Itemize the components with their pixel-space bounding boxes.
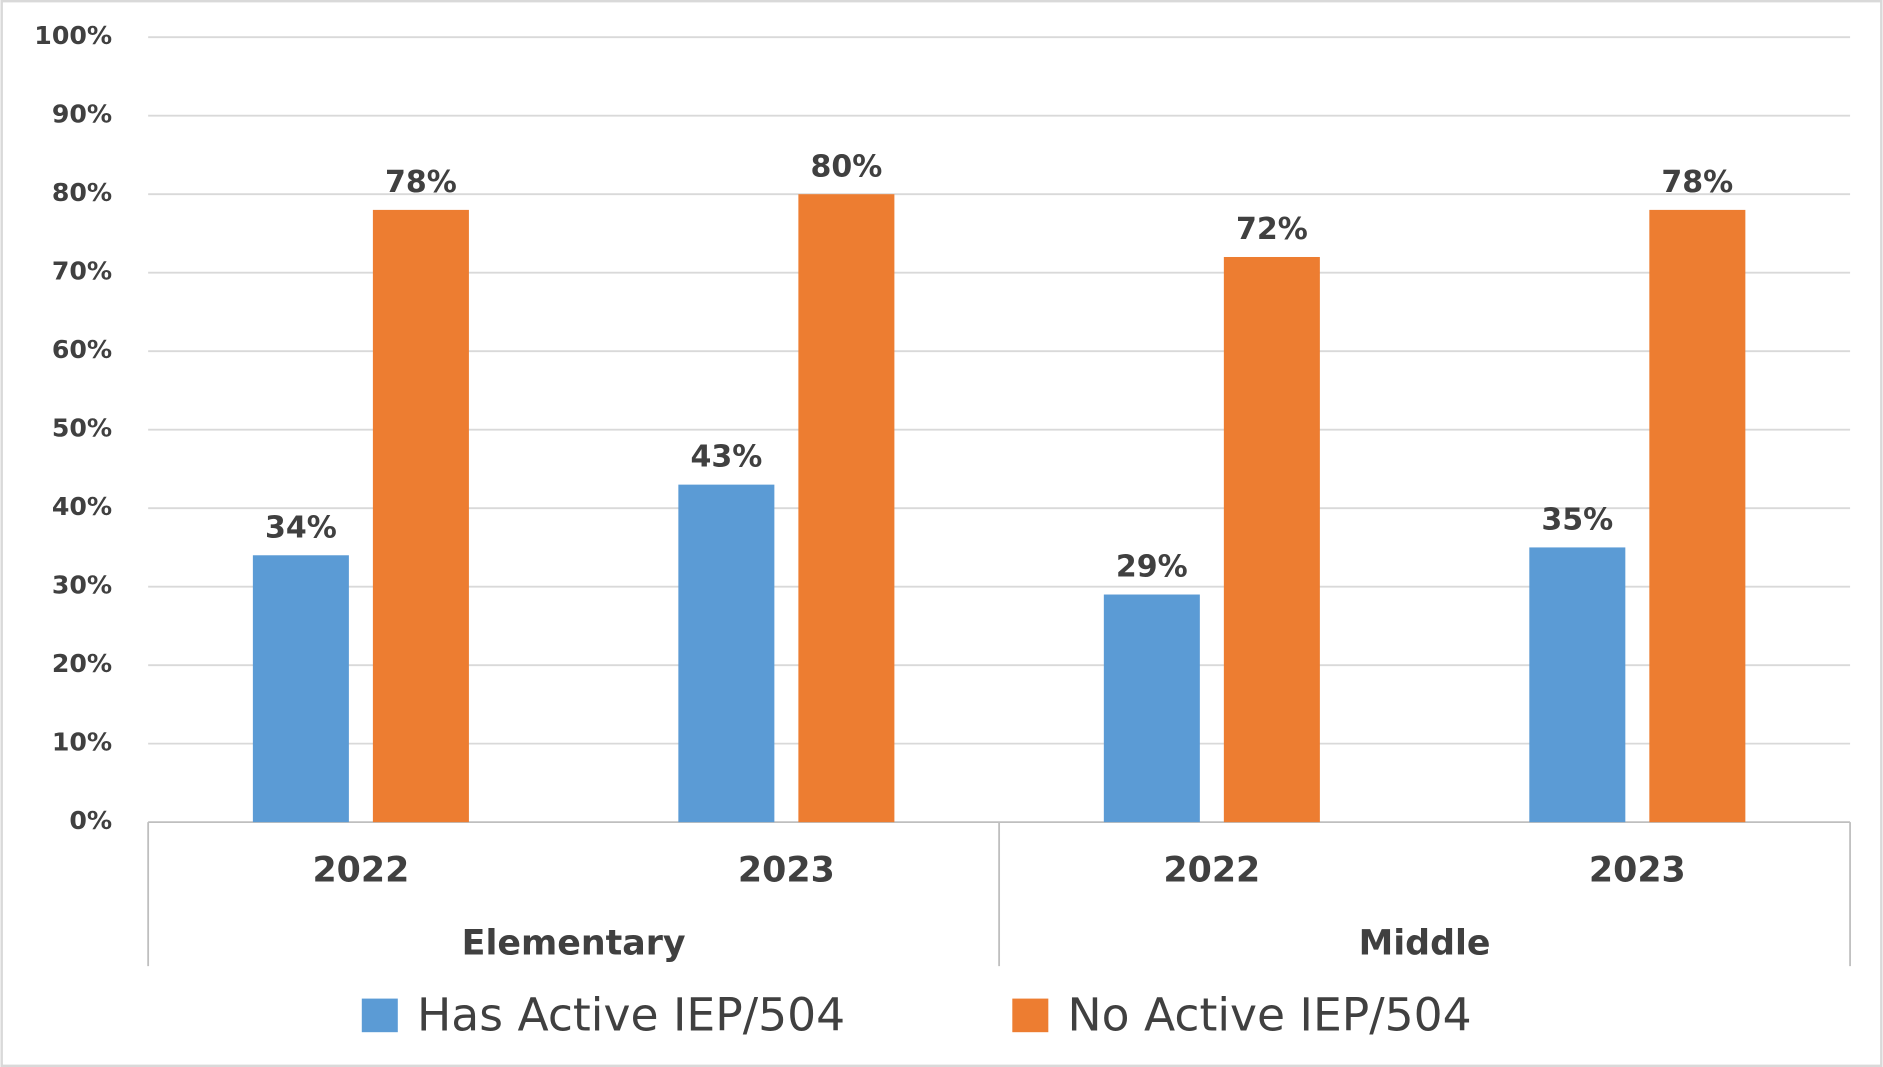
value-label: 78%	[385, 165, 457, 200]
group-label: Middle	[1359, 924, 1491, 964]
bar	[1103, 594, 1200, 823]
y-tick-label: 80%	[52, 178, 112, 207]
legend-swatch	[361, 998, 398, 1033]
y-tick-label: 40%	[52, 492, 112, 521]
y-tick-label: 100%	[34, 21, 112, 50]
value-label: 80%	[810, 149, 882, 184]
bar	[678, 484, 775, 823]
x-tick-label: 2023	[738, 850, 835, 890]
bar	[252, 555, 349, 823]
y-tick-label: 20%	[52, 649, 112, 678]
legend-swatch	[1012, 998, 1049, 1033]
value-label: 34%	[265, 510, 337, 545]
x-tick-label: 2022	[1163, 850, 1260, 890]
value-label: 29%	[1116, 550, 1188, 585]
value-label: 43%	[690, 440, 762, 475]
legend-label: Has Active IEP/504	[417, 988, 845, 1041]
bar	[372, 209, 469, 823]
value-label: 35%	[1541, 503, 1613, 538]
bar	[798, 194, 895, 823]
x-tick-label: 2022	[312, 850, 409, 890]
bar	[1649, 209, 1746, 823]
y-tick-label: 30%	[52, 571, 112, 600]
y-tick-label: 60%	[52, 335, 112, 364]
y-tick-label: 0%	[69, 806, 112, 835]
y-tick-label: 90%	[52, 100, 112, 129]
group-label: Elementary	[462, 924, 686, 964]
bar	[1529, 547, 1626, 823]
bar	[1223, 256, 1320, 823]
value-label: 78%	[1661, 165, 1733, 200]
value-label: 72%	[1236, 212, 1308, 247]
y-tick-label: 70%	[52, 257, 112, 286]
x-tick-label: 2023	[1589, 850, 1686, 890]
y-tick-label: 50%	[52, 414, 112, 443]
legend-label: No Active IEP/504	[1068, 988, 1472, 1041]
y-tick-label: 10%	[52, 728, 112, 757]
